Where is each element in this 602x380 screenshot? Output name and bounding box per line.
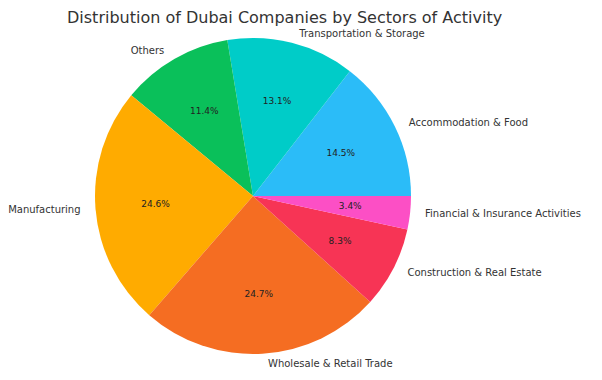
svg-text:Wholesale & Retail Trade: Wholesale & Retail Trade bbox=[268, 358, 393, 369]
svg-text:Others: Others bbox=[131, 45, 165, 56]
svg-text:24.6%: 24.6% bbox=[141, 199, 170, 209]
svg-text:13.1%: 13.1% bbox=[263, 96, 292, 106]
svg-text:24.7%: 24.7% bbox=[245, 289, 274, 299]
svg-text:3.4%: 3.4% bbox=[339, 201, 362, 211]
svg-text:14.5%: 14.5% bbox=[327, 148, 356, 158]
svg-text:11.4%: 11.4% bbox=[190, 106, 219, 116]
svg-text:Transportation & Storage: Transportation & Storage bbox=[298, 28, 425, 39]
svg-text:Distribution of Dubai Companie: Distribution of Dubai Companies by Secto… bbox=[67, 8, 502, 27]
svg-text:8.3%: 8.3% bbox=[329, 236, 352, 246]
svg-text:Construction & Real Estate: Construction & Real Estate bbox=[407, 267, 541, 278]
svg-text:Manufacturing: Manufacturing bbox=[8, 204, 80, 215]
svg-text:Accommodation & Food: Accommodation & Food bbox=[409, 117, 528, 128]
svg-text:Financial & Insurance Activiti: Financial & Insurance Activities bbox=[425, 208, 581, 219]
